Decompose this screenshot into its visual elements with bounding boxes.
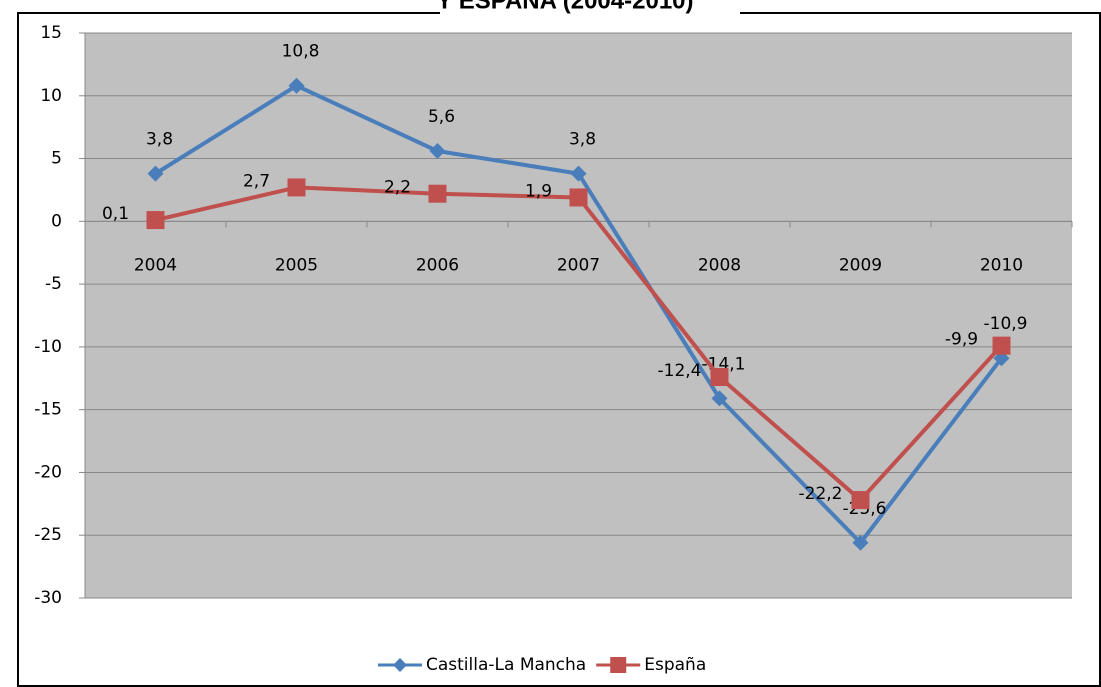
- y-tick-label: 5: [51, 149, 62, 169]
- x-tick-label: 2004: [134, 255, 177, 275]
- x-tick-label: 2005: [275, 255, 318, 275]
- x-tick-label: 2009: [839, 255, 882, 275]
- y-tick-label: 10: [40, 86, 62, 106]
- data-label: 2,2: [384, 178, 411, 198]
- data-label: -12,4: [658, 361, 702, 381]
- title-bg: [440, 0, 740, 14]
- data-label: -22,2: [799, 484, 843, 504]
- legend-marker: [610, 657, 627, 673]
- data-label: -9,9: [945, 330, 978, 350]
- y-tick-label: -15: [34, 400, 62, 420]
- marker: [992, 336, 1011, 355]
- marker: [288, 77, 305, 94]
- y-tick-label: -10: [34, 337, 62, 357]
- marker: [569, 188, 588, 207]
- plot-area: [85, 33, 1072, 598]
- y-tick-label: 15: [40, 23, 62, 43]
- y-tick-label: -5: [45, 274, 62, 294]
- x-tick-label: 2008: [698, 255, 741, 275]
- marker: [146, 211, 165, 230]
- x-tick-label: 2007: [557, 255, 600, 275]
- marker: [852, 534, 869, 551]
- y-tick-label: 0: [51, 211, 62, 231]
- data-label: 10,8: [282, 42, 320, 62]
- legend-label: España: [644, 655, 706, 675]
- x-tick-label: 2006: [416, 255, 459, 275]
- data-label: 3,8: [146, 130, 173, 150]
- marker: [710, 368, 729, 387]
- marker: [287, 178, 306, 197]
- legend-label: Castilla-La Mancha: [426, 655, 586, 675]
- data-label: 3,8: [569, 130, 596, 150]
- legend-marker: [393, 658, 407, 672]
- y-tick-label: -25: [34, 525, 62, 545]
- marker: [428, 184, 447, 203]
- data-label: 2,7: [243, 171, 270, 191]
- marker: [147, 165, 164, 182]
- chart-title: Y ESPAÑA (2004-2010): [436, 0, 693, 14]
- data-label: -10,9: [984, 314, 1028, 334]
- marker: [711, 390, 728, 407]
- x-tick-label: 2010: [980, 255, 1023, 275]
- marker: [429, 143, 446, 160]
- marker: [570, 165, 587, 182]
- marker: [851, 491, 870, 510]
- data-label: 0,1: [102, 204, 129, 224]
- y-tick-label: -30: [34, 588, 62, 608]
- data-label: 1,9: [525, 181, 552, 201]
- data-label: 5,6: [428, 107, 455, 127]
- y-tick-label: -20: [34, 462, 62, 482]
